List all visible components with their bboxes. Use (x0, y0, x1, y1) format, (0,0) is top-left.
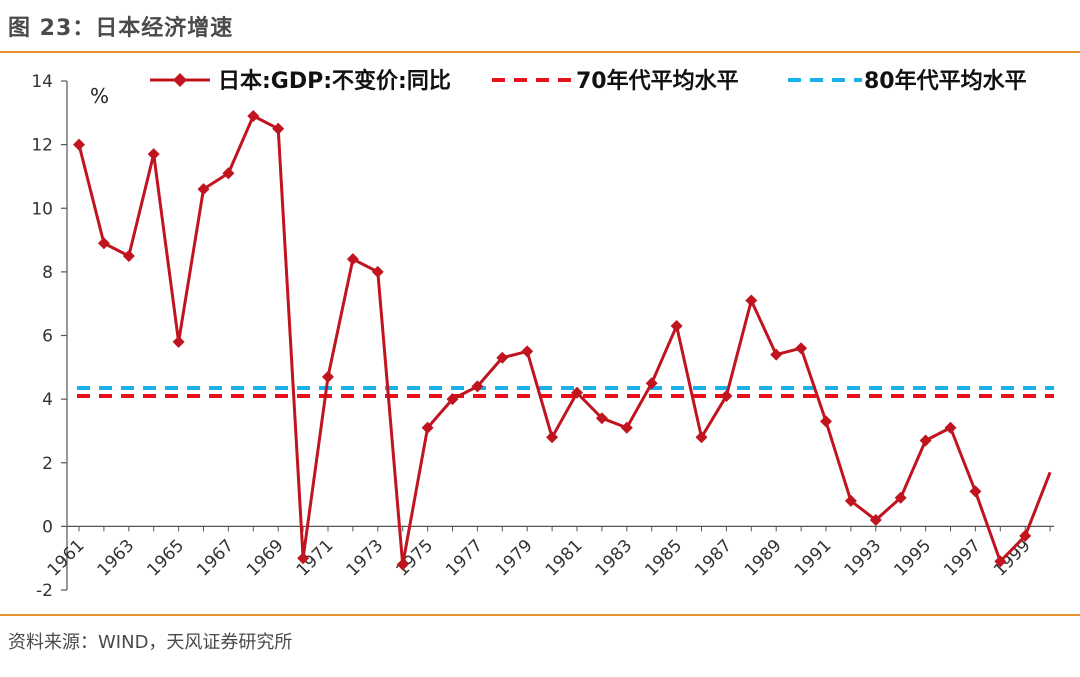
data-point-marker (919, 434, 932, 447)
data-point-marker (471, 380, 484, 393)
data-point-marker (645, 377, 658, 390)
y-tick-label: 10 (31, 199, 53, 219)
x-tick-label: 1969 (243, 536, 288, 581)
data-point-marker (247, 109, 260, 122)
data-point-marker (147, 148, 160, 161)
data-point-marker (172, 335, 185, 348)
data-point-marker (994, 555, 1007, 568)
data-point-marker (670, 319, 683, 332)
chart-legend: 日本:GDP:不变价:同比 70年代平均水平 80年代平均水平 (150, 68, 1027, 94)
figure-title: 图 23：日本经济增速 (8, 16, 234, 41)
data-point-marker (73, 138, 85, 151)
data-point-marker (421, 421, 434, 434)
y-tick-label: 12 (31, 136, 53, 156)
x-tick-label: 1995 (890, 536, 935, 581)
legend-label-avg80: 80年代平均水平 (864, 68, 1027, 94)
y-tick-label: 8 (42, 263, 53, 283)
data-point-marker (446, 393, 459, 406)
data-point-marker (346, 253, 359, 266)
reference-lines (77, 385, 1055, 398)
legend-label-gdp: 日本:GDP:不变价:同比 (218, 68, 451, 94)
x-tick-label: 1965 (143, 536, 188, 581)
data-point-marker (695, 431, 708, 444)
data-point-marker (97, 237, 110, 250)
x-tick-label: 1967 (193, 536, 238, 581)
x-tick-label: 1977 (442, 536, 487, 581)
legend-label-avg70: 70年代平均水平 (576, 68, 739, 94)
x-tick-label: 1987 (691, 536, 736, 581)
data-point-marker (496, 351, 509, 364)
data-point-marker (770, 348, 783, 361)
x-tick-label: 1979 (492, 536, 537, 581)
x-tick-label: 1999 (990, 536, 1035, 581)
data-point-marker (820, 415, 832, 428)
data-point-marker (969, 485, 982, 498)
data-point-marker (844, 494, 857, 507)
x-tick-label: 1997 (940, 536, 985, 581)
data-point-marker (869, 514, 882, 527)
y-tick-label: 14 (31, 72, 53, 92)
top-divider (0, 51, 1080, 53)
x-tick-label: 1983 (592, 536, 637, 581)
data-point-marker (371, 265, 384, 278)
x-tick-label: 1985 (641, 536, 686, 581)
x-tick-label: 1991 (791, 536, 836, 581)
x-tick-label: 1973 (343, 536, 388, 581)
data-point-marker (620, 421, 633, 434)
data-point-marker (322, 370, 334, 383)
data-point-marker (571, 386, 583, 399)
y-tick-label: 2 (42, 454, 53, 474)
data-point-marker (745, 294, 758, 307)
data-point-marker (795, 342, 808, 355)
data-point-marker (1019, 529, 1032, 542)
data-point-marker (521, 345, 534, 358)
data-point-marker (197, 183, 210, 196)
y-unit-label: % (90, 84, 109, 108)
y-tick-label: -2 (36, 581, 53, 601)
data-point-marker (297, 552, 310, 565)
data-point-marker (595, 412, 608, 425)
data-point-marker (894, 491, 907, 504)
series-line-group (73, 109, 1052, 571)
y-tick-label: 4 (42, 390, 53, 410)
data-point-marker (944, 421, 957, 434)
bottom-divider (0, 614, 1080, 616)
x-tick-label: 1981 (542, 536, 587, 581)
x-tick-label: 1963 (94, 536, 139, 581)
data-point-marker (272, 122, 285, 135)
source-note: 资料来源：WIND，天风证券研究所 (8, 632, 293, 653)
data-point-marker (546, 431, 559, 444)
x-tick-label: 1993 (841, 536, 886, 581)
x-tick-label: 1989 (741, 536, 786, 581)
x-tick-label: 1975 (392, 536, 437, 581)
legend-marker-gdp (173, 73, 187, 87)
data-point-marker (396, 558, 409, 571)
data-point-marker (720, 389, 733, 402)
x-tick-label: 1961 (44, 536, 89, 581)
y-tick-label: 6 (42, 327, 53, 347)
series-line-gdp (77, 114, 1052, 567)
data-point-marker (122, 249, 135, 262)
y-tick-label: 0 (42, 517, 53, 537)
data-point-marker (222, 167, 235, 180)
